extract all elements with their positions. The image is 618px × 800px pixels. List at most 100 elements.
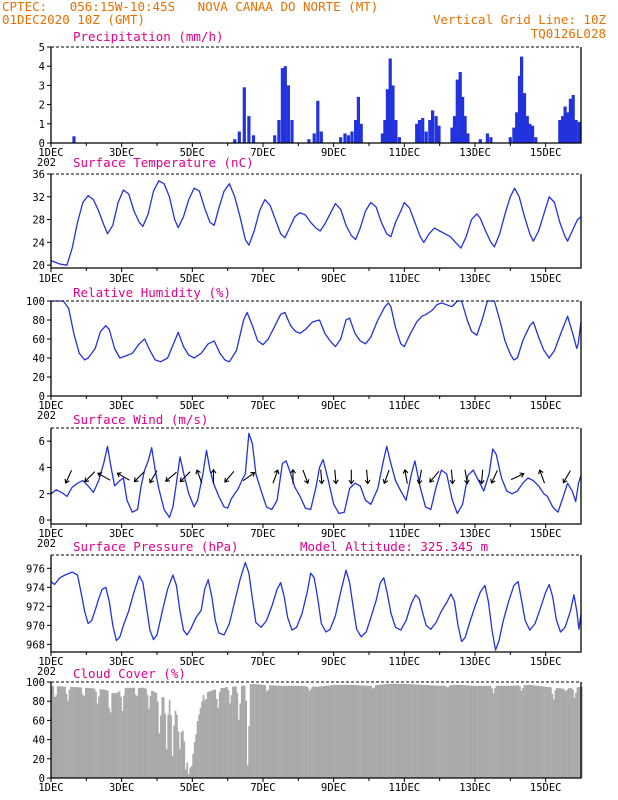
cloud-bar	[236, 692, 239, 778]
cloud-bar	[525, 685, 527, 778]
cloud-bar	[335, 684, 337, 778]
y-tick-label: 24	[32, 237, 45, 249]
x-tick-label: 13DEC	[459, 656, 491, 668]
cloud-bar	[560, 688, 563, 778]
cloud-bar	[177, 731, 180, 778]
cloud-bar	[371, 688, 374, 778]
cloud-bar	[240, 685, 243, 778]
cloud-bar	[93, 688, 96, 778]
cloud-bar	[183, 741, 186, 778]
cloud-bar	[422, 684, 424, 778]
cloud-bar	[193, 742, 196, 778]
cloud-bar	[545, 686, 548, 778]
cloud-bar	[460, 685, 462, 778]
cloud-bar	[513, 685, 515, 778]
x-tick-label: 15DEC	[530, 147, 562, 159]
cloud-bar	[131, 687, 134, 778]
cloud-bar	[438, 685, 440, 778]
cloud-bar	[361, 685, 364, 778]
y-tick-label: 20	[32, 372, 45, 384]
x-tick-label: 5DEC	[180, 400, 205, 412]
cloud-bar	[159, 715, 162, 778]
humidity-series-line	[51, 300, 582, 363]
precip-bar	[283, 66, 287, 143]
precip-bar	[251, 135, 256, 143]
precip-bar	[517, 75, 522, 143]
cloud-bar	[522, 688, 524, 778]
cloud-bar	[376, 685, 379, 778]
cloud-bar	[313, 686, 315, 778]
cloud-bar	[370, 685, 373, 778]
precip-bar	[383, 120, 387, 143]
cloud-bar	[528, 684, 530, 778]
cloud-bar	[120, 696, 122, 778]
cloud-bar	[520, 690, 523, 778]
temperature-frame	[50, 174, 582, 269]
precip-bar	[431, 110, 435, 143]
cloud-bar	[227, 690, 230, 778]
precip-bar	[233, 139, 237, 143]
cloud-bar	[548, 687, 551, 778]
cloud-bar	[214, 689, 217, 778]
cloud-bar	[252, 683, 255, 778]
cloud-bar	[408, 684, 411, 778]
precip-bar	[566, 112, 570, 143]
cloud-bar	[243, 685, 246, 778]
cloud-bar	[382, 684, 384, 778]
cloud-bar	[497, 685, 499, 778]
cloud-bar	[70, 686, 72, 778]
y-tick-label: 32	[32, 192, 45, 204]
cloud-bar	[245, 700, 247, 778]
x-tick-label: 11DEC	[388, 782, 420, 794]
precip-bar	[434, 116, 438, 143]
cloud-bar	[389, 683, 392, 778]
cloud-bar	[161, 696, 164, 778]
cloud-bar	[111, 693, 114, 778]
cloud-bar	[480, 685, 483, 778]
cloud-bar	[404, 683, 406, 778]
x-tick-label: 5DEC	[180, 147, 205, 159]
x-tick-label: 11DEC	[388, 528, 420, 540]
cloud-bar	[248, 726, 250, 778]
cloud-bar	[555, 687, 558, 778]
cloud-bar	[324, 685, 327, 778]
cloud-bar	[316, 686, 318, 778]
precip-bar	[290, 120, 294, 143]
precip-bar	[428, 120, 432, 143]
cloud-bar	[140, 687, 143, 778]
cloud-bar	[182, 730, 184, 778]
y-tick-label: 6	[39, 436, 45, 448]
cloud-bar	[427, 685, 430, 778]
y-tick-label: 36	[32, 169, 45, 181]
precip-bar	[394, 120, 398, 143]
x-tick-label: 13DEC	[459, 528, 491, 540]
model-code: TQ0126L028	[531, 26, 606, 41]
cloud-bar	[489, 685, 492, 778]
cloud-bar	[283, 685, 286, 778]
cloud-bar	[482, 685, 485, 778]
y-tick-label: 0	[39, 773, 45, 785]
cloud-bar	[215, 698, 218, 778]
cloud-bar	[323, 686, 326, 778]
precip-bar	[242, 87, 246, 143]
cloud-bar	[167, 714, 169, 778]
wind-arrow	[165, 471, 177, 482]
cloud-bar	[279, 685, 281, 778]
x-tick-label: 1DEC	[38, 656, 63, 668]
cloud-bar	[566, 689, 568, 778]
precip-bar	[574, 120, 578, 143]
cloud-bar	[385, 684, 387, 778]
cloud-bar	[148, 708, 150, 778]
cloud-bar	[98, 696, 100, 778]
precip-bar	[385, 89, 389, 143]
precip-bar	[339, 137, 343, 143]
cloud-bar	[205, 698, 208, 778]
cloud-bar	[58, 686, 61, 778]
cloud-bar	[439, 685, 442, 778]
precip-bar	[273, 135, 277, 143]
cloud-bar	[77, 687, 80, 778]
cloud-bar	[202, 695, 205, 778]
wind-arrow	[242, 472, 256, 482]
cloud-bar	[285, 685, 287, 778]
cloud-bar	[523, 685, 526, 778]
